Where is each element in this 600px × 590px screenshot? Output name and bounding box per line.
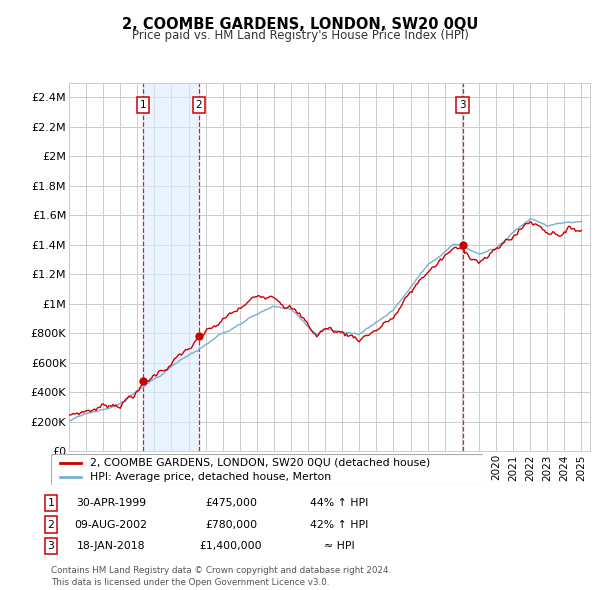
Text: £1,400,000: £1,400,000 [200,542,262,551]
Text: HPI: Average price, detached house, Merton: HPI: Average price, detached house, Mert… [90,473,331,482]
Text: 2, COOMBE GARDENS, LONDON, SW20 0QU (detached house): 2, COOMBE GARDENS, LONDON, SW20 0QU (det… [90,458,430,468]
Text: 09-AUG-2002: 09-AUG-2002 [74,520,148,529]
Text: 3: 3 [459,100,466,110]
Text: 42% ↑ HPI: 42% ↑ HPI [310,520,368,529]
Text: 1: 1 [47,498,55,507]
Text: 1: 1 [140,100,146,110]
Text: £475,000: £475,000 [205,498,257,507]
Text: 2: 2 [196,100,202,110]
Text: 2, COOMBE GARDENS, LONDON, SW20 0QU: 2, COOMBE GARDENS, LONDON, SW20 0QU [122,17,478,31]
FancyBboxPatch shape [51,454,483,485]
Text: 3: 3 [47,542,55,551]
Text: Contains HM Land Registry data © Crown copyright and database right 2024.
This d: Contains HM Land Registry data © Crown c… [51,566,391,587]
Text: 18-JAN-2018: 18-JAN-2018 [77,542,145,551]
Text: 44% ↑ HPI: 44% ↑ HPI [310,498,368,507]
Text: 2: 2 [47,520,55,529]
Text: Price paid vs. HM Land Registry's House Price Index (HPI): Price paid vs. HM Land Registry's House … [131,30,469,42]
Text: £780,000: £780,000 [205,520,257,529]
Text: ≈ HPI: ≈ HPI [323,542,355,551]
Text: 30-APR-1999: 30-APR-1999 [76,498,146,507]
Bar [143,83,199,451]
